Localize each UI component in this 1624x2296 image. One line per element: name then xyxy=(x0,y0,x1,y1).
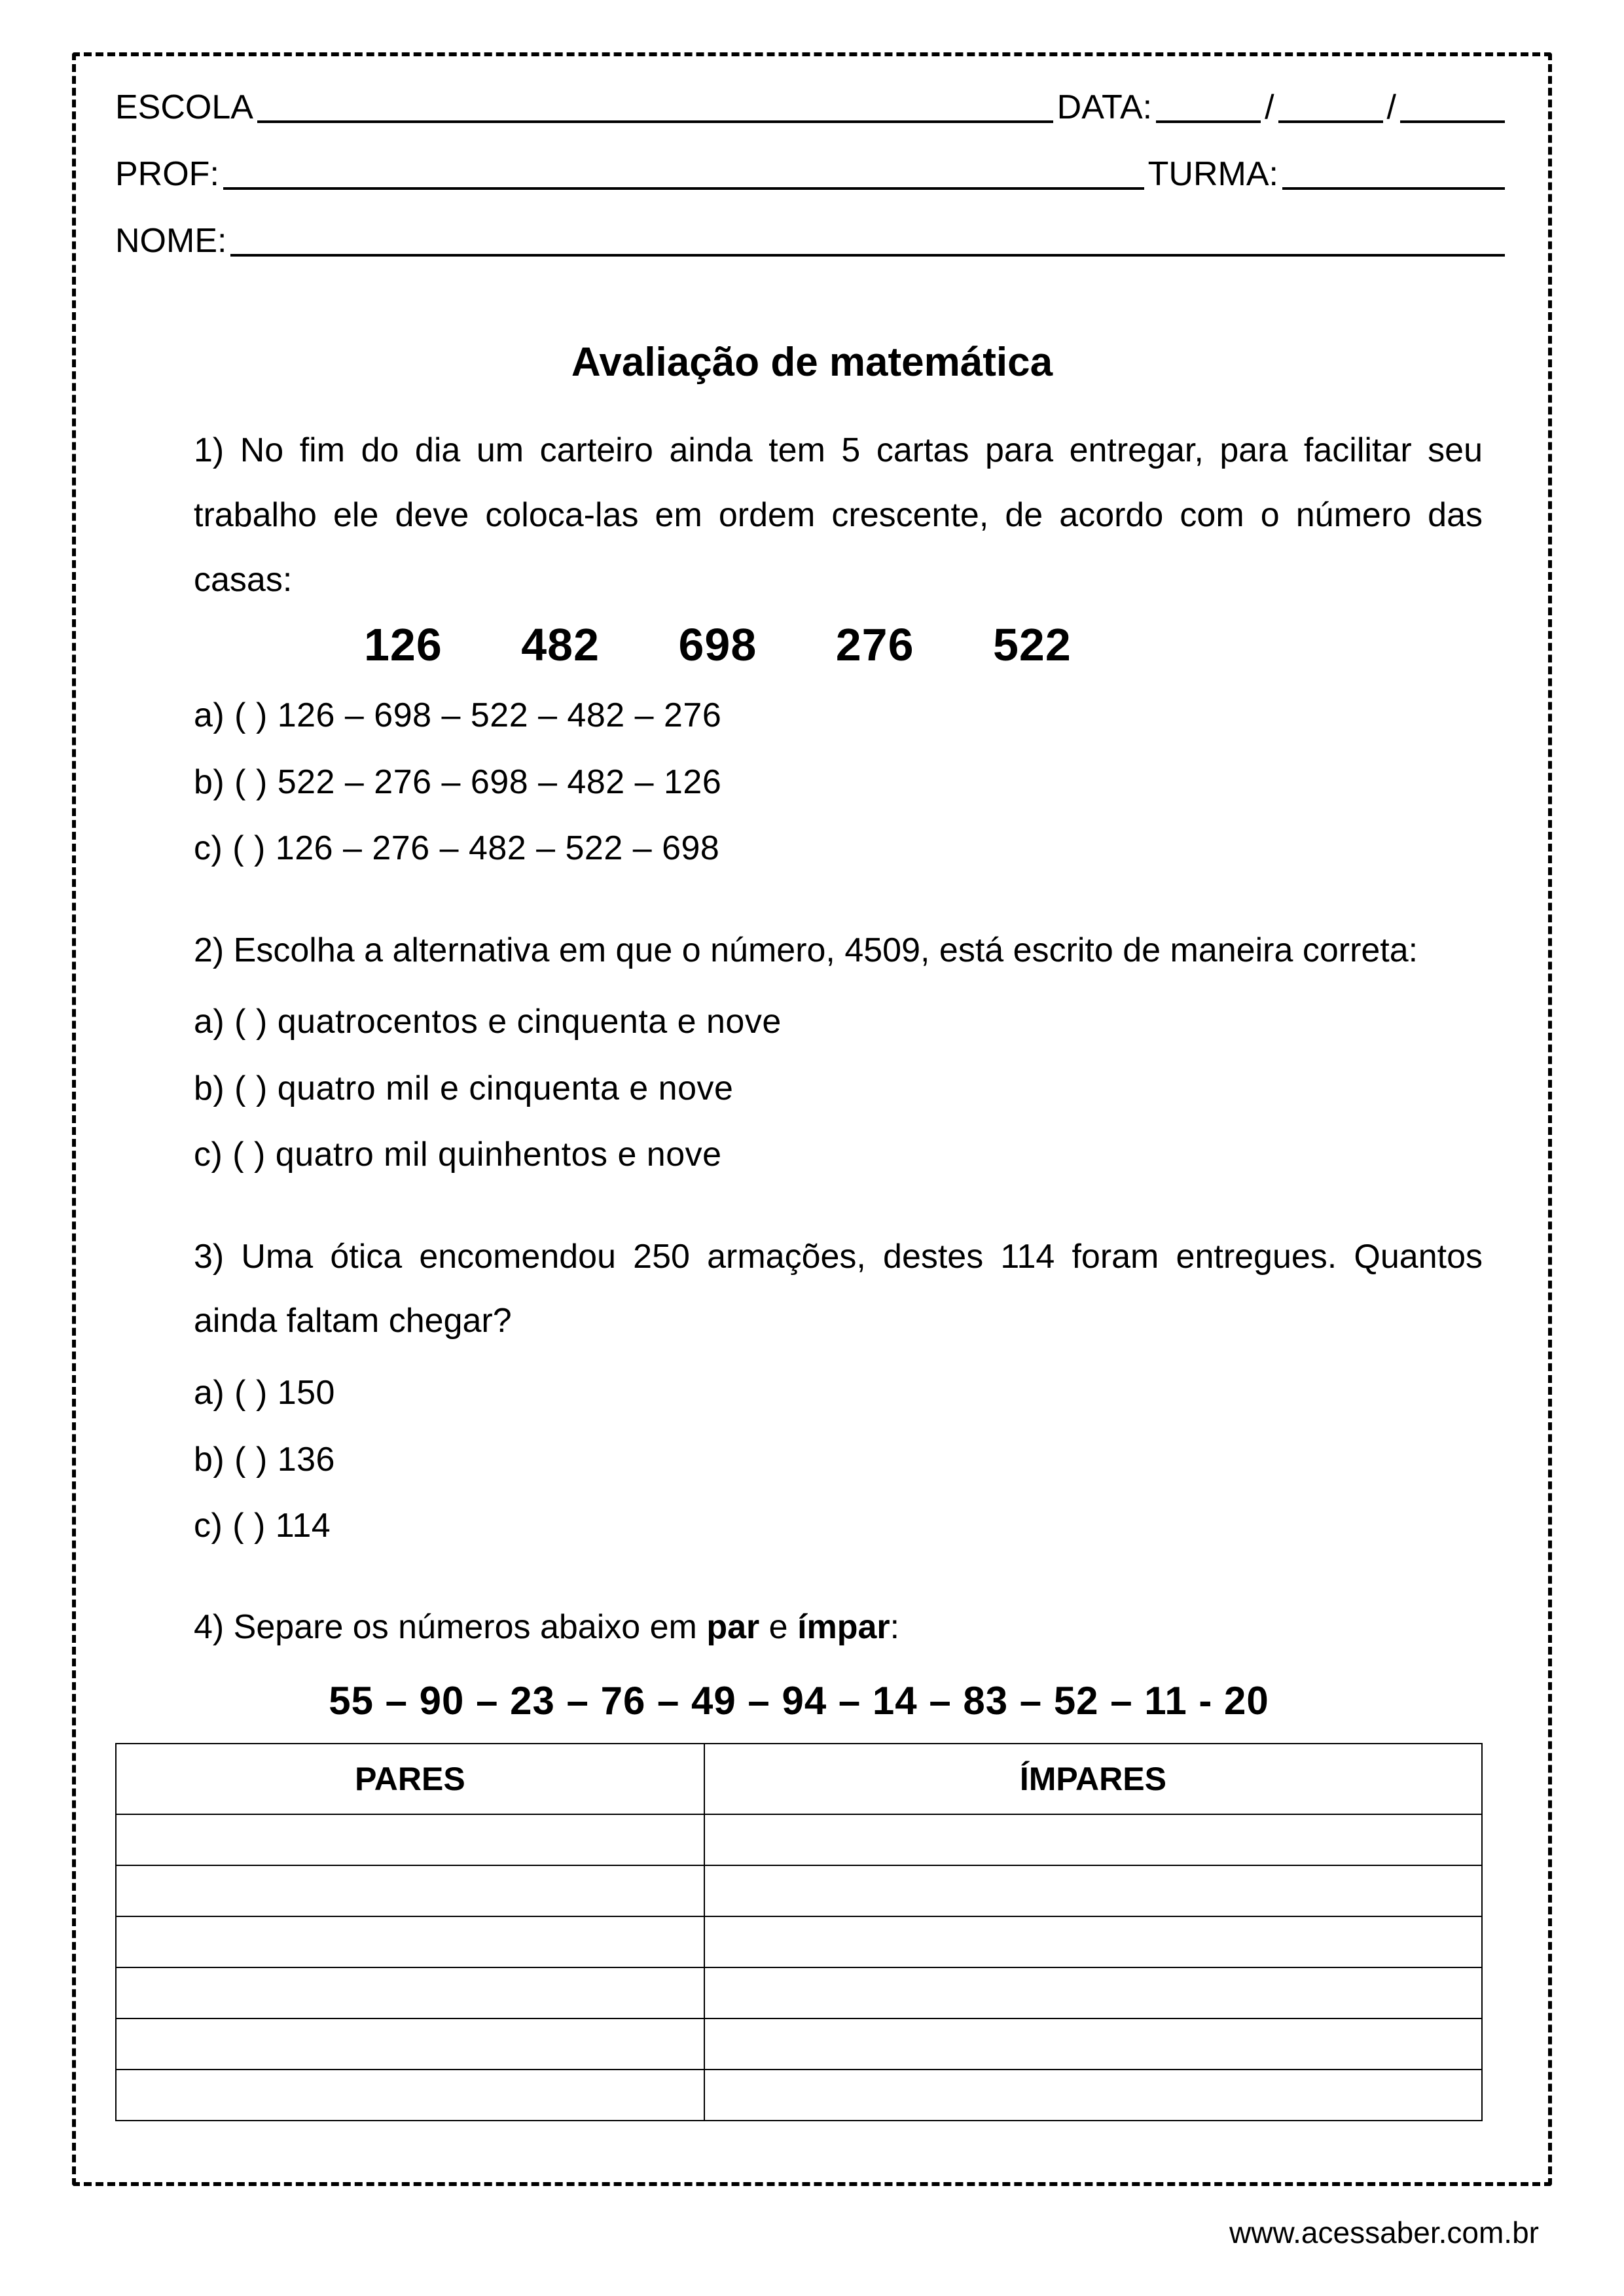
q4-colon: : xyxy=(890,1608,899,1646)
worksheet-frame: ESCOLA DATA: / / PROF: TURMA: NOME: Aval… xyxy=(72,52,1552,2186)
cell-impares[interactable] xyxy=(704,1916,1482,1967)
table-row xyxy=(116,1865,1482,1916)
cell-pares[interactable] xyxy=(116,1865,704,1916)
table-body xyxy=(116,1814,1482,2121)
cell-pares[interactable] xyxy=(116,2018,704,2070)
page-title: Avaliação de matemática xyxy=(115,339,1509,386)
cell-pares[interactable] xyxy=(116,1916,704,1967)
blank-date-day[interactable] xyxy=(1156,89,1261,123)
date-sep-2: / xyxy=(1387,88,1396,127)
cell-pares[interactable] xyxy=(116,1967,704,2018)
q2-option-c[interactable]: c) ( ) quatro mil quinhentos e nove xyxy=(194,1122,1483,1188)
cell-impares[interactable] xyxy=(704,1865,1482,1916)
label-data: DATA: xyxy=(1057,88,1152,127)
label-turma: TURMA: xyxy=(1148,154,1278,194)
q1-numbers: 126 482 698 276 522 xyxy=(194,619,1483,671)
q4-text-prefix: 4) Separe os números abaixo em xyxy=(194,1608,706,1646)
q1-option-a[interactable]: a) ( ) 126 – 698 – 522 – 482 – 276 xyxy=(194,683,1483,749)
header-row-nome: NOME: xyxy=(115,221,1509,260)
pares-impares-table: PARES ÍMPARES xyxy=(115,1743,1483,2121)
q1-option-b[interactable]: b) ( ) 522 – 276 – 698 – 482 – 126 xyxy=(194,749,1483,816)
cell-impares[interactable] xyxy=(704,2018,1482,2070)
table-row xyxy=(116,2070,1482,2121)
q3-option-c[interactable]: c) ( ) 114 xyxy=(194,1493,1483,1559)
blank-turma[interactable] xyxy=(1282,156,1505,190)
q1-option-c[interactable]: c) ( ) 126 – 276 – 482 – 522 – 698 xyxy=(194,816,1483,882)
table-row xyxy=(116,2018,1482,2070)
date-sep-1: / xyxy=(1265,88,1274,127)
label-prof: PROF: xyxy=(115,154,219,194)
cell-impares[interactable] xyxy=(704,2070,1482,2121)
cell-impares[interactable] xyxy=(704,1814,1482,1865)
blank-date-year[interactable] xyxy=(1400,89,1505,123)
q2-option-b[interactable]: b) ( ) quatro mil e cinquenta e nove xyxy=(194,1056,1483,1122)
blank-prof[interactable] xyxy=(223,156,1144,190)
blank-escola[interactable] xyxy=(257,89,1053,123)
worksheet-body: 1) No fim do dia um carteiro ainda tem 5… xyxy=(115,418,1509,2121)
table-row xyxy=(116,1967,1482,2018)
table-header-row: PARES ÍMPARES xyxy=(116,1744,1482,1814)
cell-pares[interactable] xyxy=(116,2070,704,2121)
label-nome: NOME: xyxy=(115,221,226,260)
header-row-escola: ESCOLA DATA: / / xyxy=(115,88,1509,127)
table-row xyxy=(116,1814,1482,1865)
col-header-pares: PARES xyxy=(116,1744,704,1814)
footer-url: www.acessaber.com.br xyxy=(1229,2215,1539,2250)
q3-option-b[interactable]: b) ( ) 136 xyxy=(194,1427,1483,1493)
q4-par-word: par xyxy=(706,1608,759,1646)
cell-impares[interactable] xyxy=(704,1967,1482,2018)
q4-impar-word: ímpar xyxy=(797,1608,890,1646)
cell-pares[interactable] xyxy=(116,1814,704,1865)
q2-option-a[interactable]: a) ( ) quatrocentos e cinquenta e nove xyxy=(194,989,1483,1055)
table-row xyxy=(116,1916,1482,1967)
q3-option-a[interactable]: a) ( ) 150 xyxy=(194,1360,1483,1426)
page: ESCOLA DATA: / / PROF: TURMA: NOME: Aval… xyxy=(0,0,1624,2296)
q4-numbers: 55 – 90 – 23 – 76 – 49 – 94 – 14 – 83 – … xyxy=(115,1678,1483,1723)
blank-nome[interactable] xyxy=(230,223,1505,257)
header-row-prof: PROF: TURMA: xyxy=(115,154,1509,194)
col-header-impares: ÍMPARES xyxy=(704,1744,1482,1814)
q3-text: 3) Uma ótica encomendou 250 armações, de… xyxy=(194,1225,1483,1354)
q2-text: 2) Escolha a alternativa em que o número… xyxy=(194,918,1483,983)
label-escola: ESCOLA xyxy=(115,88,253,127)
q4-text: 4) Separe os números abaixo em par e ímp… xyxy=(194,1595,1483,1660)
blank-date-month[interactable] xyxy=(1278,89,1383,123)
q1-text: 1) No fim do dia um carteiro ainda tem 5… xyxy=(194,418,1483,612)
q4-and: e xyxy=(759,1608,797,1646)
